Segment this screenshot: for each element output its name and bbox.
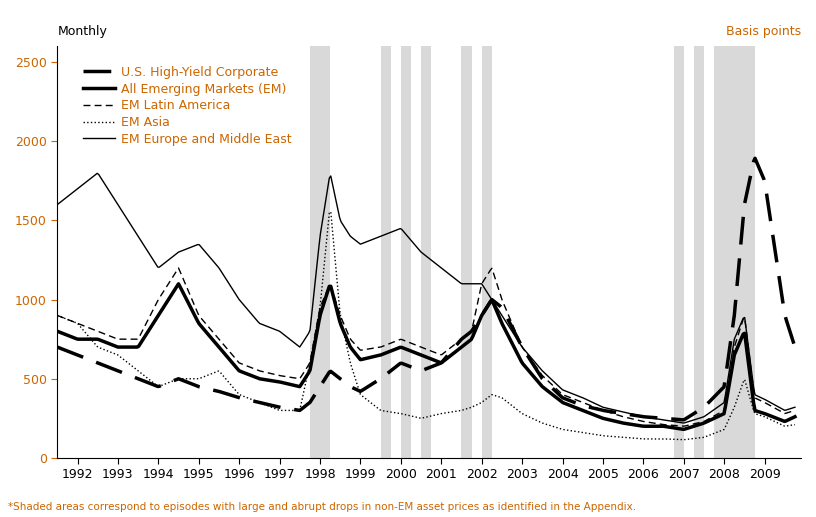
Bar xyxy=(674,47,684,458)
Legend: U.S. High-Yield Corporate, All Emerging Markets (EM), EM Latin America, EM Asia,: U.S. High-Yield Corporate, All Emerging … xyxy=(78,61,296,151)
Bar xyxy=(380,47,391,458)
Bar xyxy=(714,47,755,458)
Text: Basis points: Basis points xyxy=(726,25,801,38)
Text: Monthly: Monthly xyxy=(57,25,107,38)
Bar xyxy=(310,47,330,458)
Bar xyxy=(421,47,431,458)
Bar xyxy=(462,47,472,458)
Bar xyxy=(481,47,492,458)
Bar xyxy=(694,47,704,458)
Bar xyxy=(401,47,411,458)
Text: *Shaded areas correspond to episodes with large and abrupt drops in non-EM asset: *Shaded areas correspond to episodes wit… xyxy=(8,502,636,512)
